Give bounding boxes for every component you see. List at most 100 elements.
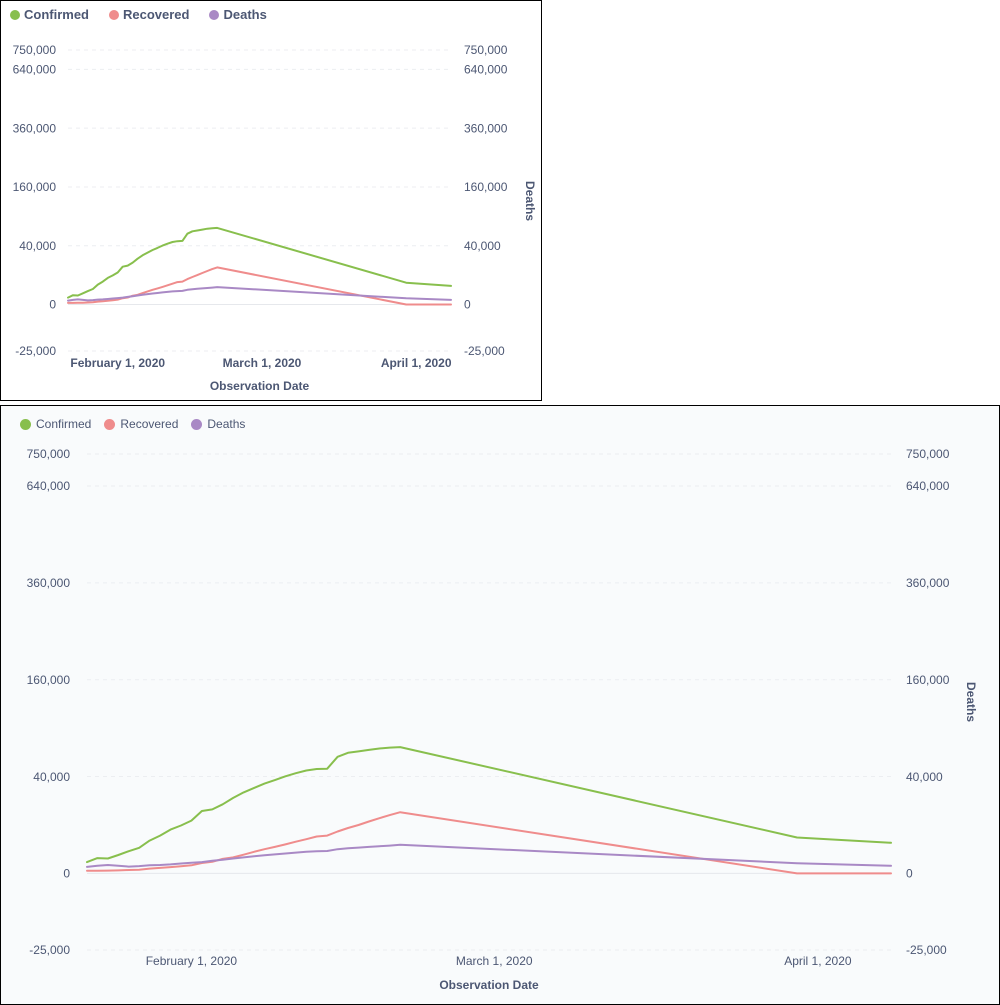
data-point-recovered[interactable] [449,302,454,307]
data-point-recovered[interactable] [170,281,175,286]
data-point-deaths[interactable] [314,848,320,854]
data-point-deaths[interactable] [335,846,341,852]
data-point-confirmed[interactable] [175,239,180,244]
data-point-deaths[interactable] [794,860,800,866]
data-point-confirmed[interactable] [150,248,155,253]
data-point-deaths[interactable] [230,855,236,861]
data-point-confirmed[interactable] [80,291,85,296]
data-point-confirmed[interactable] [160,243,165,248]
data-point-deaths[interactable] [190,287,195,292]
data-point-confirmed[interactable] [165,241,170,246]
data-point-deaths[interactable] [888,863,894,869]
data-point-deaths[interactable] [200,286,205,291]
data-point-recovered[interactable] [205,269,210,274]
data-point-confirmed[interactable] [355,748,361,754]
data-point-recovered[interactable] [345,825,351,831]
data-point-recovered[interactable] [293,839,299,845]
data-point-deaths[interactable] [210,285,215,290]
data-point-confirmed[interactable] [404,280,409,285]
series-line-recovered[interactable] [67,266,452,306]
data-point-confirmed[interactable] [100,279,105,284]
data-point-recovered[interactable] [335,828,341,834]
data-point-deaths[interactable] [160,290,165,295]
data-point-deaths[interactable] [220,857,226,863]
data-point-deaths[interactable] [205,286,210,291]
data-point-recovered[interactable] [397,809,403,815]
data-point-confirmed[interactable] [199,808,205,814]
data-point-confirmed[interactable] [95,282,100,287]
data-point-recovered[interactable] [272,844,278,850]
data-point-deaths[interactable] [80,297,85,302]
data-point-confirmed[interactable] [262,781,268,787]
data-point-confirmed[interactable] [90,286,95,291]
data-point-recovered[interactable] [200,271,205,276]
data-point-confirmed[interactable] [209,806,215,812]
data-point-deaths[interactable] [188,860,194,866]
data-point-recovered[interactable] [165,283,170,288]
data-point-confirmed[interactable] [220,801,226,807]
data-point-deaths[interactable] [120,295,125,300]
chart-plot-area[interactable]: 750,000 750,000 640,000 640,000 360,000 360,0… [1,406,999,1004]
data-point-confirmed[interactable] [105,275,110,280]
legend-item-recovered[interactable]: Recovered [104,417,178,431]
data-point-deaths[interactable] [125,294,130,299]
data-point-confirmed[interactable] [105,855,111,861]
data-point-confirmed[interactable] [136,845,142,851]
legend-item-deaths[interactable]: Deaths [209,7,267,22]
data-point-deaths[interactable] [135,293,140,298]
data-point-deaths[interactable] [70,297,75,302]
data-point-deaths[interactable] [165,289,170,294]
legend-item-confirmed[interactable]: Confirmed [20,417,91,431]
data-point-confirmed[interactable] [135,256,140,261]
data-point-confirmed[interactable] [794,835,800,841]
data-point-deaths[interactable] [185,287,190,292]
data-point-recovered[interactable] [366,818,372,824]
data-point-recovered[interactable] [195,273,200,278]
data-point-deaths[interactable] [366,844,372,850]
data-point-recovered[interactable] [282,841,288,847]
data-point-deaths[interactable] [85,298,90,303]
data-point-confirmed[interactable] [110,273,115,278]
data-point-deaths[interactable] [199,859,205,865]
data-point-confirmed[interactable] [155,245,160,250]
data-point-confirmed[interactable] [157,833,163,839]
data-point-deaths[interactable] [94,863,100,869]
data-point-deaths[interactable] [180,288,185,293]
data-point-confirmed[interactable] [168,827,174,833]
data-point-confirmed[interactable] [215,225,220,230]
data-point-confirmed[interactable] [125,263,130,268]
data-point-confirmed[interactable] [335,754,341,760]
data-point-confirmed[interactable] [376,746,382,752]
data-point-recovered[interactable] [215,265,220,270]
data-point-confirmed[interactable] [210,226,215,231]
data-point-deaths[interactable] [404,296,409,301]
data-point-confirmed[interactable] [230,795,236,801]
data-point-confirmed[interactable] [272,777,278,783]
data-point-confirmed[interactable] [241,789,247,795]
data-point-recovered[interactable] [355,822,361,828]
data-point-confirmed[interactable] [200,227,205,232]
data-point-confirmed[interactable] [449,283,454,288]
data-point-deaths[interactable] [84,864,90,870]
data-point-deaths[interactable] [303,849,309,855]
series-line-confirmed[interactable] [67,226,452,299]
data-point-confirmed[interactable] [303,767,309,773]
data-point-deaths[interactable] [126,864,132,870]
data-point-deaths[interactable] [157,862,163,868]
data-point-confirmed[interactable] [126,848,132,854]
data-point-deaths[interactable] [155,290,160,295]
data-point-confirmed[interactable] [282,773,288,779]
data-point-confirmed[interactable] [366,747,372,753]
data-point-recovered[interactable] [160,284,165,289]
data-point-confirmed[interactable] [251,785,257,791]
legend-item-recovered[interactable]: Recovered [109,7,189,22]
data-point-deaths[interactable] [376,843,382,849]
data-point-recovered[interactable] [314,834,320,840]
data-point-deaths[interactable] [251,853,257,859]
data-point-confirmed[interactable] [120,264,125,269]
series-line-deaths[interactable] [67,286,452,302]
data-point-deaths[interactable] [145,292,150,297]
data-point-recovered[interactable] [794,870,800,876]
data-point-deaths[interactable] [293,850,299,856]
data-point-deaths[interactable] [90,298,95,303]
